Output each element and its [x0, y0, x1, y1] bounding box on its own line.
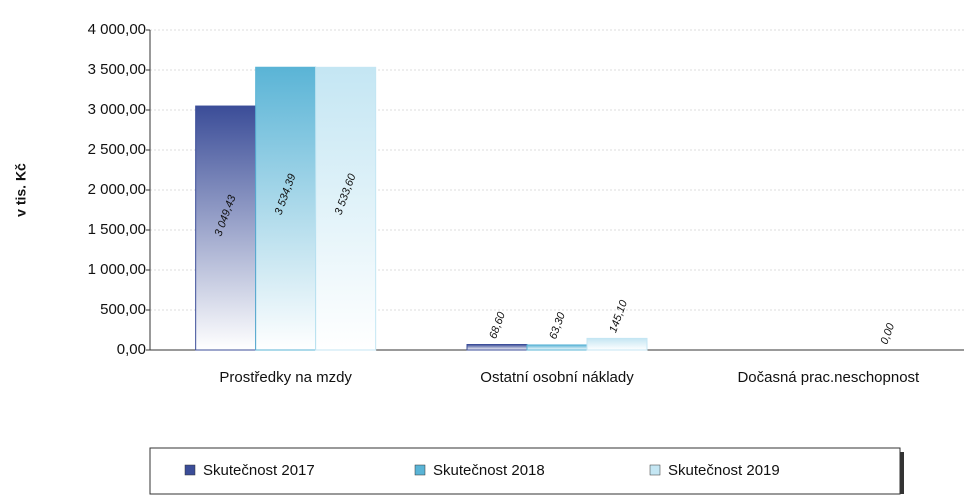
bar — [466, 344, 528, 351]
x-tick-label: Ostatní osobní náklady — [480, 369, 634, 386]
legend-label: Skutečnost 2019 — [668, 462, 780, 479]
legend-box — [149, 447, 901, 495]
y-tick-label: 2 500,00 — [88, 141, 146, 158]
y-tick-label: 500,00 — [100, 301, 146, 318]
bar — [255, 66, 317, 351]
bar — [195, 105, 257, 351]
bar — [315, 66, 377, 351]
legend-label: Skutečnost 2017 — [203, 462, 315, 479]
y-tick-label: 4 000,00 — [88, 21, 146, 38]
y-tick-label: 2 000,00 — [88, 181, 146, 198]
value-label: 0,00 — [879, 321, 898, 346]
y-tick-label: 0,00 — [117, 341, 146, 358]
x-tick-label: Dočasná prac.neschopnost — [737, 369, 920, 386]
value-label: 145,10 — [607, 298, 630, 335]
bar — [526, 344, 588, 351]
y-axis-label: v tis. Kč — [13, 163, 29, 217]
legend-label: Skutečnost 2018 — [433, 462, 545, 479]
y-tick-label: 3 500,00 — [88, 61, 146, 78]
legend-swatch — [649, 464, 661, 476]
value-label: 68,60 — [487, 310, 508, 341]
x-tick-label: Prostředky na mzdy — [219, 369, 352, 386]
legend-shadow — [900, 452, 904, 494]
legend-swatch — [184, 464, 196, 476]
value-label: 63,30 — [547, 310, 568, 341]
bar — [586, 337, 648, 351]
y-tick-label: 1 000,00 — [88, 261, 146, 278]
y-tick-label: 3 000,00 — [88, 101, 146, 118]
y-tick-label: 1 500,00 — [88, 221, 146, 238]
legend-swatch — [414, 464, 426, 476]
